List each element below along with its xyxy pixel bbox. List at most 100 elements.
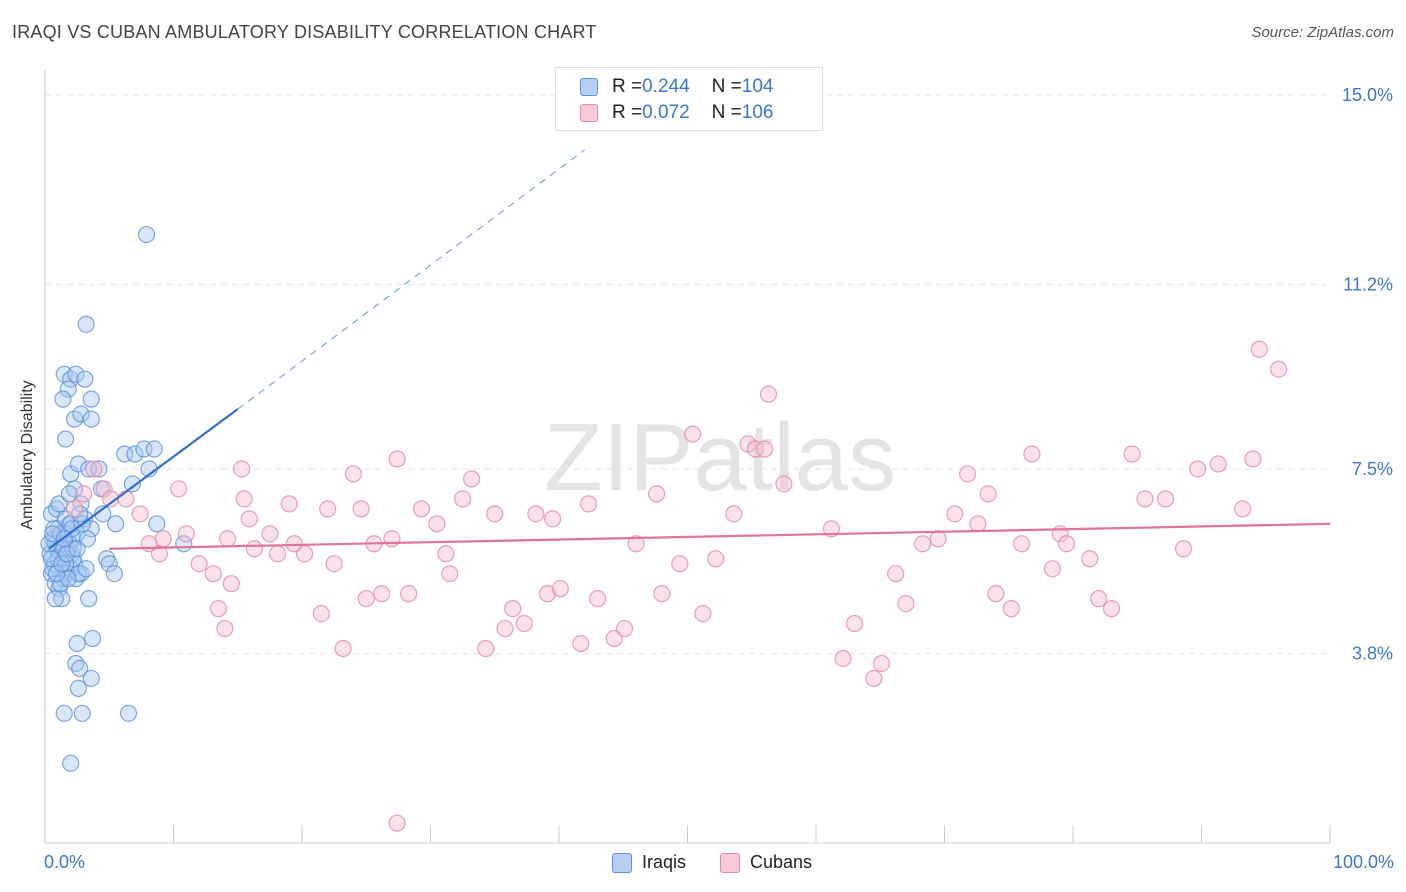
- legend-n-label: N =: [711, 102, 742, 123]
- y-tick-label-1: 11.2%: [1343, 274, 1393, 294]
- point-cubans-28: [334, 639, 352, 658]
- point-cubans-96: [1174, 540, 1193, 558]
- point-cubans-54: [588, 590, 607, 608]
- legend-n-label: N =: [711, 76, 742, 97]
- point-cubans-12: [190, 555, 208, 573]
- point-cubans-56: [615, 619, 634, 638]
- legend-label-iraqis: Iraqis: [642, 852, 687, 872]
- point-cubans-21: [268, 545, 287, 563]
- point-iraqis-96: [68, 540, 86, 558]
- point-cubans-84: [1002, 600, 1020, 618]
- point-cubans-34: [383, 530, 401, 548]
- point-cubans-87: [1043, 560, 1062, 578]
- series-cubans: [65, 340, 1288, 832]
- point-cubans-79: [946, 505, 964, 523]
- legend-swatch-iraqis: [580, 78, 598, 96]
- point-cubans-15: [216, 619, 234, 638]
- point-iraqis-62: [105, 565, 123, 583]
- point-cubans-50: [543, 510, 562, 528]
- watermark: ZIPatlas: [544, 404, 896, 511]
- point-cubans-91: [1090, 590, 1108, 608]
- point-iraqis-69: [83, 629, 102, 648]
- legend-label-cubans: Cubans: [750, 852, 813, 872]
- correlation-legend: R = 0.244 N = 104 R = 0.072 N = 106: [555, 67, 823, 131]
- point-cubans-42: [463, 470, 481, 488]
- chart-title: IRAQI VS CUBAN AMBULATORY DISABILITY COR…: [12, 22, 597, 42]
- point-cubans-53: [579, 495, 598, 513]
- point-cubans-100: [1250, 340, 1268, 358]
- point-cubans-48: [527, 505, 545, 523]
- point-cubans-17: [235, 490, 253, 508]
- point-cubans-40: [441, 565, 459, 583]
- point-cubans-72: [845, 614, 864, 633]
- point-cubans-95: [1156, 490, 1175, 508]
- point-cubans-59: [653, 585, 671, 603]
- point-cubans-38: [428, 515, 446, 533]
- point-cubans-3: [95, 480, 113, 498]
- point-cubans-71: [834, 649, 852, 668]
- legend-item-cubans[interactable]: Cubans: [720, 852, 812, 873]
- legend-n-value-cubans: 106: [741, 102, 774, 123]
- point-iraqis-59: [123, 475, 141, 493]
- point-cubans-80: [959, 465, 977, 483]
- y-tick-label-3: 3.8%: [1352, 643, 1393, 663]
- point-cubans-41: [454, 490, 472, 508]
- point-cubans-14: [209, 600, 228, 618]
- legend-r-value-iraqis: 0.244: [642, 76, 690, 97]
- point-iraqis-53: [137, 225, 156, 244]
- x-tick-label-max: 100.0%: [1332, 852, 1394, 872]
- point-cubans-86: [1023, 445, 1041, 463]
- y-tick-label-0: 15.0%: [1342, 85, 1393, 105]
- point-cubans-99: [1234, 500, 1252, 518]
- legend-swatch-iraqis: [612, 852, 632, 873]
- point-cubans-105: [233, 460, 251, 478]
- point-cubans-77: [914, 535, 932, 553]
- point-cubans-64: [725, 505, 743, 523]
- point-iraqis-38: [54, 390, 72, 408]
- point-iraqis-39: [82, 390, 100, 408]
- point-cubans-104: [218, 530, 237, 548]
- point-iraqis-44: [90, 460, 108, 478]
- point-cubans-37: [412, 500, 431, 518]
- point-cubans-55: [605, 629, 623, 648]
- trend-line-iraqis: [48, 408, 239, 550]
- point-iraqis-34: [59, 380, 77, 398]
- point-cubans-101: [1269, 360, 1288, 378]
- legend-item-iraqis[interactable]: Iraqis: [612, 852, 686, 873]
- point-cubans-6: [131, 505, 149, 523]
- point-cubans-85: [1012, 535, 1031, 553]
- point-cubans-69: [759, 385, 778, 403]
- point-iraqis-101: [71, 505, 89, 523]
- point-cubans-27: [325, 555, 343, 573]
- chart-source: Source: ZipAtlas.com: [1251, 24, 1394, 41]
- point-cubans-98: [1209, 455, 1227, 473]
- grid-lines: [45, 94, 1330, 654]
- point-iraqis-60: [98, 550, 116, 568]
- legend-r-value-cubans: 0.072: [642, 102, 690, 123]
- point-cubans-76: [897, 595, 915, 613]
- point-cubans-63: [707, 550, 725, 568]
- trend-lines: [48, 149, 1331, 550]
- legend-swatch-cubans: [580, 104, 598, 122]
- legend-row-iraqis: R = 0.244 N = 104: [580, 74, 773, 100]
- point-iraqis-91: [42, 550, 61, 568]
- point-iraqis-36: [72, 405, 90, 423]
- point-cubans-51: [551, 580, 569, 598]
- point-iraqis-63: [148, 515, 166, 533]
- point-iraqis-46: [65, 480, 84, 498]
- point-cubans-57: [627, 535, 645, 553]
- legend-swatch-cubans: [720, 852, 741, 873]
- point-cubans-20: [261, 525, 279, 543]
- point-cubans-11: [177, 525, 195, 543]
- point-iraqis-100: [60, 485, 79, 503]
- point-cubans-93: [1123, 445, 1141, 463]
- point-cubans-0: [65, 500, 84, 518]
- trend-line-iraqis-extension: [237, 149, 586, 410]
- point-cubans-33: [373, 585, 391, 603]
- point-iraqis-75: [73, 704, 91, 722]
- y-tick-label-2: 7.5%: [1352, 459, 1393, 479]
- point-cubans-18: [240, 510, 258, 528]
- point-cubans-39: [437, 545, 455, 563]
- series-iraqis: [40, 225, 193, 772]
- point-cubans-75: [887, 565, 905, 583]
